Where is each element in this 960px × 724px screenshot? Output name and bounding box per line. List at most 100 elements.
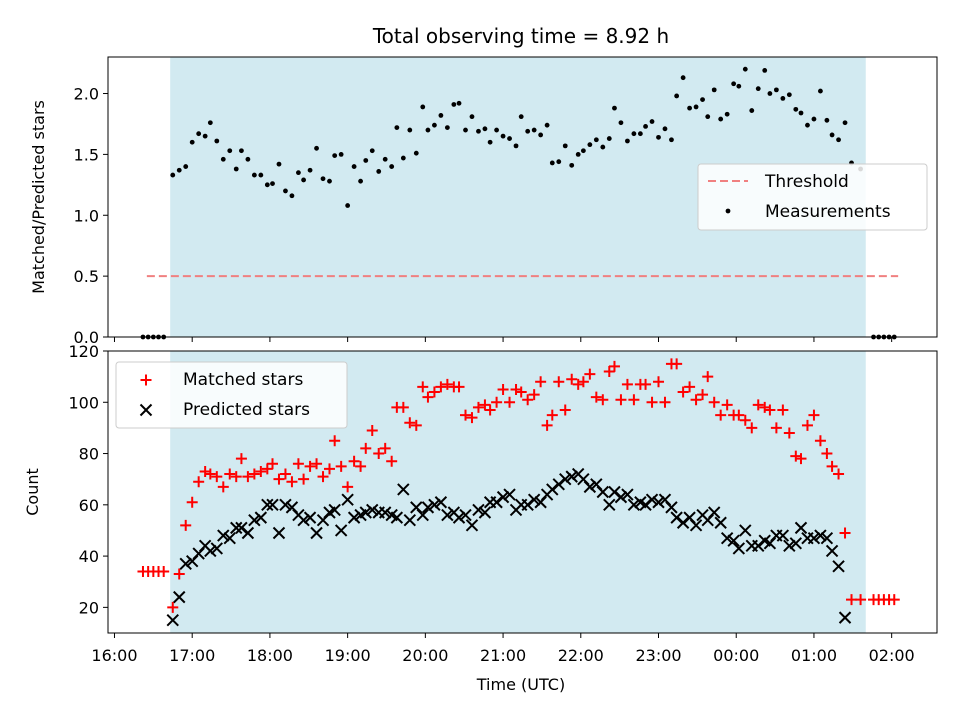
measurement-point: [270, 181, 275, 187]
top-y-tick-label: 0.5: [74, 267, 99, 286]
predicted-star-point: [441, 508, 454, 522]
predicted-star-point: [254, 511, 268, 524]
matched-star-point: [690, 394, 702, 406]
measurement-point: [258, 172, 264, 178]
measurement-point: [500, 133, 506, 139]
matched-star-point: [801, 419, 813, 431]
predicted-star-point: [223, 531, 236, 545]
matched-star-point: [217, 481, 229, 493]
predicted-star-point: [478, 506, 492, 519]
matched-star-point: [528, 389, 540, 401]
measurement-point: [811, 116, 817, 122]
measurement-point: [662, 126, 668, 132]
top-y-axis-label: Matched/Predicted stars: [29, 100, 48, 294]
matched-star-point: [640, 378, 652, 390]
matched-star-point: [721, 399, 733, 411]
bottom-y-tick-label: 20: [79, 598, 99, 617]
measurement-point: [656, 134, 661, 140]
matched-star-point: [279, 468, 291, 480]
predicted-star-point: [459, 508, 472, 522]
legend-predicted-marker: [139, 403, 153, 417]
matched-star-point: [186, 496, 198, 508]
matched-star-point: [777, 404, 789, 416]
matched-star-point: [441, 378, 453, 390]
matched-star-point: [329, 435, 341, 447]
matched-star-point: [417, 381, 429, 393]
measurement-point: [805, 122, 810, 128]
measurement-point: [818, 88, 823, 94]
matched-star-point: [510, 383, 522, 395]
measurement-point: [669, 137, 674, 143]
measurement-point: [518, 114, 524, 120]
top-y-tick-label: 2.0: [74, 85, 99, 104]
matched-star-point: [590, 391, 602, 403]
legend-matched-label: Matched stars: [183, 370, 303, 390]
measurement-point: [637, 131, 643, 137]
predicted-star-point: [825, 544, 839, 558]
x-tick-label: 21:00: [480, 646, 526, 665]
predicted-star-point: [334, 524, 348, 537]
matched-star-point: [497, 383, 509, 395]
matched-star-point: [267, 458, 279, 470]
x-tick-label: 01:00: [791, 646, 837, 665]
measurement-point: [569, 162, 575, 168]
x-tick-label: 00:00: [713, 646, 759, 665]
measurement-point: [283, 188, 288, 194]
x-tick-label: 18:00: [247, 646, 293, 665]
predicted-star-point: [832, 560, 845, 573]
predicted-star-point: [472, 503, 485, 517]
bottom-y-tick-label: 80: [79, 445, 99, 464]
measurement-point: [649, 119, 655, 124]
matched-star-point: [379, 442, 391, 454]
predicted-star-point: [210, 542, 224, 555]
measurement-point: [513, 143, 519, 149]
measurement-point: [289, 193, 295, 199]
matched-star-point: [173, 568, 185, 580]
bottom-legend: Matched stars Predicted stars: [115, 361, 348, 429]
measurement-point: [469, 114, 475, 120]
matched-star-point: [770, 422, 782, 434]
predicted-star-point: [261, 498, 274, 512]
predicted-star-point: [645, 493, 659, 506]
matched-star-point: [348, 455, 360, 467]
matched-star-point: [410, 419, 422, 431]
measurement-point: [338, 151, 344, 157]
matched-star-point: [428, 386, 440, 398]
measurement-point: [227, 148, 233, 154]
matched-star-point: [479, 399, 491, 411]
matched-star-point: [515, 386, 527, 398]
bottom-y-tick-label: 60: [79, 496, 99, 515]
measurement-point: [264, 182, 270, 188]
measurement-point: [525, 128, 531, 134]
measurement-point: [463, 127, 468, 133]
measurement-point: [176, 167, 182, 173]
measurement-point: [376, 169, 382, 174]
measurement-point: [214, 138, 220, 144]
matched-star-point: [466, 412, 478, 424]
matched-star-point: [833, 468, 845, 480]
predicted-star-point: [838, 611, 852, 624]
measurement-point: [587, 142, 593, 148]
measurement-point: [749, 108, 755, 113]
matched-star-point: [535, 376, 547, 388]
x-tick-label: 17:00: [169, 646, 215, 665]
measurement-point: [456, 100, 462, 106]
matched-star-point: [659, 396, 671, 408]
matched-star-point: [248, 468, 260, 480]
predicted-star-point: [248, 513, 261, 527]
matched-star-point: [559, 404, 571, 416]
measurement-point: [631, 131, 637, 137]
top-axes-frame: [107, 56, 938, 338]
predicted-star-point: [783, 539, 796, 553]
matched-star-point: [746, 422, 758, 434]
predicted-star-point: [776, 529, 790, 542]
matched-star-point: [790, 450, 802, 462]
predicted-star-point: [266, 498, 279, 512]
measurement-point: [762, 67, 768, 73]
measurement-point: [606, 136, 612, 141]
measurement-point: [301, 177, 306, 183]
measurement-point: [625, 138, 630, 144]
measurement-point: [724, 111, 730, 117]
top-legend-box: [697, 163, 928, 231]
